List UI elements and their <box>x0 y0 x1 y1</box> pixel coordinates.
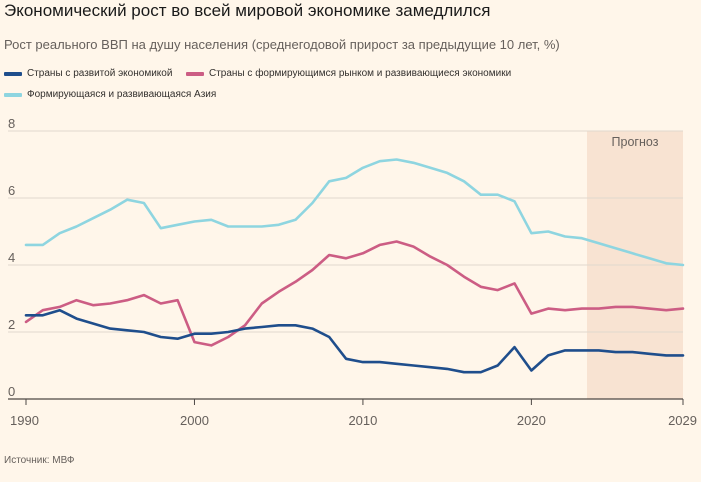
series-line-asia <box>24 158 685 267</box>
chart-subtitle: Рост реального ВВП на душу населения (ср… <box>4 37 560 52</box>
x-tick-label-2010: 2010 <box>348 413 377 428</box>
legend-item-emerging: Страны с формирующимся рынком и развиваю… <box>186 68 511 79</box>
y-tick-label-0: 0 <box>8 384 15 399</box>
legend-label-emerging: Страны с формирующимся рынком и развиваю… <box>209 68 512 79</box>
x-tick-label-2020: 2020 <box>517 413 546 428</box>
series-line-emerging <box>24 240 685 347</box>
x-tick-label-1990: 1990 <box>10 413 39 428</box>
x-tick-label-2000: 2000 <box>180 413 209 428</box>
forecast-label: Прогноз <box>612 135 659 149</box>
legend-swatch-emerging <box>186 71 204 76</box>
y-tick-label-4: 4 <box>8 250 15 265</box>
y-tick-label-2: 2 <box>8 317 15 332</box>
y-tick-label-8: 8 <box>8 116 15 131</box>
legend-swatch-advanced <box>4 71 22 76</box>
legend-swatch-asia <box>4 92 22 97</box>
legend-item-advanced: Страны с развитой экономикой <box>4 68 172 79</box>
chart-title: Экономический рост во всей мировой эконо… <box>4 1 491 20</box>
x-tick-label-2029: 2029 <box>668 413 697 428</box>
legend-label-advanced: Страны с развитой экономикой <box>27 68 173 79</box>
series-line-advanced <box>24 308 685 374</box>
y-tick-label-6: 6 <box>8 183 15 198</box>
legend-item-asia: Формирующаяся и развивающаяся Азия <box>4 89 216 100</box>
source-note: Источник: МВФ <box>4 455 75 466</box>
legend-label-asia: Формирующаяся и развивающаяся Азия <box>27 89 217 100</box>
